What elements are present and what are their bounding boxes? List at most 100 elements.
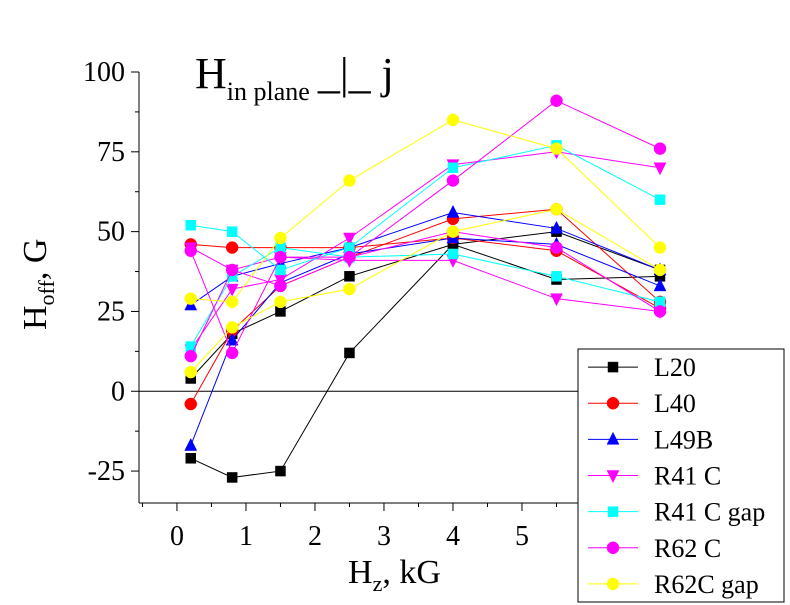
data-point xyxy=(184,244,198,258)
data-point xyxy=(446,225,460,238)
legend-label: R41 C xyxy=(654,462,721,491)
data-point xyxy=(274,279,287,293)
data-point xyxy=(343,250,356,264)
data-point xyxy=(343,174,356,187)
data-point xyxy=(275,264,286,276)
legend-marker xyxy=(606,541,620,555)
data-point xyxy=(226,226,238,237)
legend-label: R41 C gap xyxy=(654,498,765,527)
data-point xyxy=(653,162,667,176)
series-line xyxy=(190,144,661,271)
y-tick-label: 75 xyxy=(97,137,125,168)
data-point xyxy=(225,295,239,309)
data-point xyxy=(446,174,460,187)
axes: -2502550751000123456 xyxy=(83,57,660,552)
y-tick-label: 0 xyxy=(111,376,125,407)
x-label-main: H xyxy=(348,554,373,591)
legend-label: R62C gap xyxy=(654,570,759,599)
y-tick-label: -25 xyxy=(88,456,125,487)
data-point xyxy=(274,250,287,264)
legend-label: L49B xyxy=(654,425,713,454)
data-point xyxy=(551,271,562,282)
series-r62c-gap xyxy=(184,203,667,379)
series-line xyxy=(190,119,661,303)
data-point xyxy=(274,231,287,245)
x-tick-label: 2 xyxy=(308,521,322,552)
series-r62-c xyxy=(184,94,667,360)
data-point xyxy=(225,332,239,346)
data-point xyxy=(184,397,198,411)
series-line xyxy=(190,100,661,355)
legend-item: R62C gap xyxy=(588,570,759,599)
legend-item: R41 C gap xyxy=(588,498,765,527)
y-axis-label: Hoff, G xyxy=(17,239,59,330)
x-axis-label: Hz, kG xyxy=(348,554,441,596)
data-point xyxy=(274,295,287,309)
data-point xyxy=(550,203,563,216)
data-point xyxy=(653,305,667,318)
data-point xyxy=(185,453,197,464)
x-tick-label: 4 xyxy=(446,521,460,552)
data-point xyxy=(344,271,355,282)
series-line xyxy=(190,208,661,373)
legend-item: R41 C xyxy=(588,462,721,491)
data-point xyxy=(653,142,667,155)
series-l49b xyxy=(184,204,667,311)
x-tick-label: 5 xyxy=(515,521,529,552)
data-point xyxy=(550,142,563,155)
legend-item: L40 xyxy=(588,389,696,418)
x-label-sub: z xyxy=(373,571,383,596)
legend-marker xyxy=(606,431,620,445)
data-point xyxy=(184,349,198,363)
legend: L20 L40 L49B R41 C R41 C gap R62 C R62C gap xyxy=(577,348,785,603)
data-point xyxy=(184,365,198,379)
series-layer xyxy=(184,94,667,483)
legend-item: L20 xyxy=(588,353,696,382)
series-r62c-gap xyxy=(184,113,667,309)
data-point xyxy=(275,465,286,477)
title-tail: _|_ j xyxy=(317,49,394,98)
data-point xyxy=(344,347,355,359)
data-point xyxy=(343,282,356,296)
series-line xyxy=(190,231,661,357)
data-point xyxy=(225,346,239,360)
title-main: H xyxy=(195,49,227,98)
data-point xyxy=(653,263,667,277)
chart-title: Hin plane _|_ j xyxy=(195,49,394,106)
legend-label: L20 xyxy=(654,353,696,382)
y-tick-label: 50 xyxy=(97,217,125,248)
data-point xyxy=(226,472,238,483)
data-point xyxy=(653,241,667,254)
y-label-sub: off xyxy=(34,280,59,306)
data-point xyxy=(550,241,563,254)
x-tick-label: 3 xyxy=(377,521,391,552)
legend-marker xyxy=(607,506,619,517)
legend-marker xyxy=(606,396,620,410)
legend-marker xyxy=(606,470,620,484)
data-point xyxy=(225,321,239,334)
x-tick-label: 0 xyxy=(170,521,184,552)
data-point xyxy=(653,278,667,292)
y-label-tail: , G xyxy=(17,239,54,281)
data-point xyxy=(654,194,666,205)
data-point xyxy=(550,220,563,234)
data-point xyxy=(225,263,239,277)
data-point xyxy=(184,292,198,305)
data-point xyxy=(446,204,460,218)
legend-item: R62 C xyxy=(588,534,721,563)
legend-marker xyxy=(606,577,620,591)
data-point xyxy=(550,293,563,307)
data-point xyxy=(447,162,459,174)
legend-label: R62 C xyxy=(654,534,721,563)
data-point xyxy=(184,437,198,451)
legend-item: L49B xyxy=(588,425,713,454)
series-r62-c xyxy=(184,225,667,363)
y-tick-label: 100 xyxy=(83,57,125,88)
data-point xyxy=(447,248,459,260)
data-point xyxy=(225,241,239,254)
y-label-main: H xyxy=(17,305,54,330)
x-label-tail: , kG xyxy=(382,554,441,591)
data-point xyxy=(446,113,460,127)
title-sub: in plane xyxy=(227,77,310,106)
